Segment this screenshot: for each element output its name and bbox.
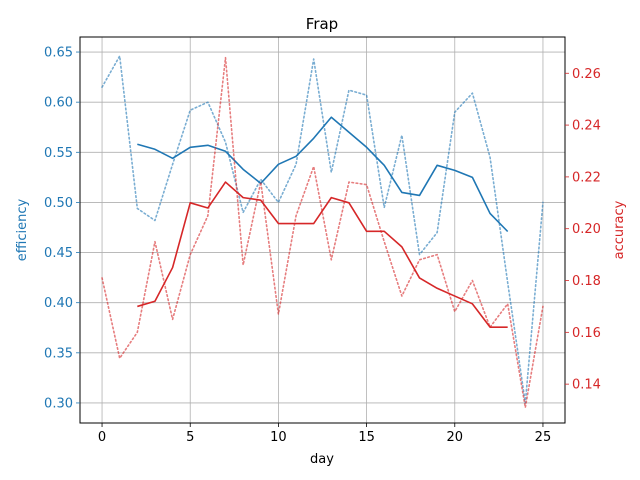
y-right-tick-label: 0.18: [572, 274, 601, 289]
accuracy-solid-line: [137, 181, 508, 328]
y-axis-right: 0.14 0.16 0.18 0.20 0.22 0.24 0.26: [565, 67, 601, 393]
x-axis-label: day: [310, 452, 334, 467]
y-left-tick-label: 0.35: [44, 346, 73, 361]
y-right-tick-label: 0.24: [572, 119, 601, 134]
x-axis: 0 5 10 15 20 25: [98, 423, 551, 445]
grid: [80, 37, 565, 423]
y-right-tick-label: 0.26: [572, 67, 601, 82]
y-right-tick-label: 0.14: [572, 378, 601, 393]
plot-frame: [79, 36, 566, 424]
y-right-tick-label: 0.16: [572, 326, 601, 341]
x-tick-label: 20: [446, 430, 463, 445]
y-right-tick-label: 0.20: [572, 222, 601, 237]
x-tick-label: 10: [270, 430, 287, 445]
y-axis-left-label: efficiency: [15, 198, 30, 261]
y-left-tick-label: 0.60: [44, 96, 73, 111]
y-right-tick-label: 0.22: [572, 170, 601, 185]
x-tick-label: 0: [98, 430, 106, 445]
chart-title: Frap: [306, 15, 338, 33]
y-left-tick-label: 0.30: [44, 396, 73, 411]
y-left-tick-label: 0.55: [44, 146, 73, 161]
y-left-tick-label: 0.65: [44, 46, 73, 61]
y-left-tick-label: 0.45: [44, 246, 73, 261]
y-axis-right-label: accuracy: [612, 200, 627, 259]
accuracy-dotted-line: [101, 56, 544, 409]
x-tick-label: 25: [535, 430, 552, 445]
series-lines: [101, 55, 544, 409]
y-left-tick-label: 0.40: [44, 296, 73, 311]
y-axis-left: 0.30 0.35 0.40 0.45 0.50 0.55 0.60 0.65: [44, 46, 80, 411]
efficiency-solid-line: [137, 116, 509, 233]
x-tick-label: 15: [358, 430, 375, 445]
efficiency-dotted-line: [101, 55, 544, 404]
y-left-tick-label: 0.50: [44, 196, 73, 211]
x-tick-label: 5: [186, 430, 194, 445]
